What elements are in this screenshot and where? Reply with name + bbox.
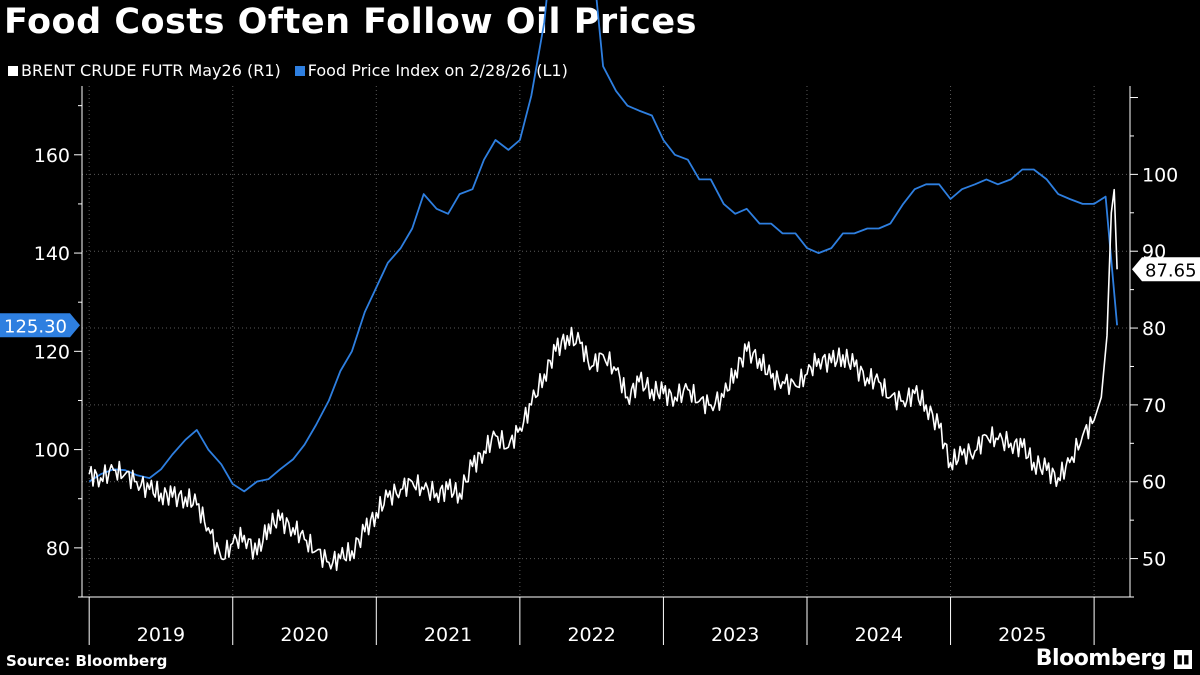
left-tick-label-120: 120: [34, 341, 70, 363]
last-value-label-left: 125.30: [4, 316, 67, 337]
left-tick-label-160: 160: [34, 145, 70, 167]
series-line-food-index: [88, 0, 1118, 493]
brand-badge-icon: ▮▮: [1174, 650, 1192, 669]
left-tick-label-140: 140: [34, 243, 70, 265]
source-note: Source: Bloomberg: [6, 652, 168, 670]
x-tick-label-2022: 2022: [567, 624, 615, 646]
right-tick-label-50: 50: [1142, 549, 1166, 571]
right-tick-label-80: 80: [1142, 318, 1166, 340]
left-tick-label-80: 80: [46, 538, 70, 560]
brand-logo: Bloomberg: [1035, 646, 1167, 671]
last-value-tag-left: [0, 313, 80, 338]
legend-item-brent: BRENT CRUDE FUTR May26 (R1): [8, 61, 281, 80]
series-line-brent: [88, 188, 1118, 572]
legend-item-food-index: Food Price Index on 2/28/26 (L1): [294, 61, 568, 80]
x-tick-label-2023: 2023: [711, 624, 759, 646]
right-tick-label-70: 70: [1142, 395, 1166, 417]
x-tick-label-2021: 2021: [424, 624, 472, 646]
legend-label-food-index: Food Price Index on 2/28/26 (L1): [307, 61, 568, 80]
legend: BRENT CRUDE FUTR May26 (R1) Food Price I…: [8, 61, 582, 80]
x-tick-label-2024: 2024: [855, 624, 903, 646]
x-tick-label-2019: 2019: [137, 624, 185, 646]
left-tick-label-100: 100: [34, 440, 70, 462]
chart-title: Food Costs Often Follow Oil Prices: [4, 2, 697, 42]
last-value-label-right: 87.65: [1145, 260, 1197, 281]
legend-swatch-brent: [8, 65, 18, 76]
legend-label-brent: BRENT CRUDE FUTR May26 (R1): [21, 61, 281, 80]
right-tick-label-60: 60: [1142, 472, 1166, 494]
right-tick-label-100: 100: [1142, 164, 1178, 186]
x-tick-label-2025: 2025: [998, 624, 1046, 646]
x-tick-label-2020: 2020: [280, 624, 328, 646]
last-value-tag-right: [1132, 257, 1200, 282]
legend-swatch-food-index: [294, 65, 305, 76]
